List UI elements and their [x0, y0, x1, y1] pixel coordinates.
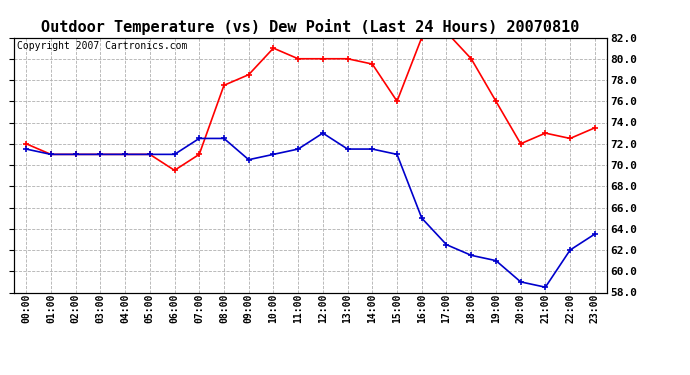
Text: Copyright 2007 Cartronics.com: Copyright 2007 Cartronics.com [17, 41, 187, 51]
Title: Outdoor Temperature (vs) Dew Point (Last 24 Hours) 20070810: Outdoor Temperature (vs) Dew Point (Last… [41, 19, 580, 35]
